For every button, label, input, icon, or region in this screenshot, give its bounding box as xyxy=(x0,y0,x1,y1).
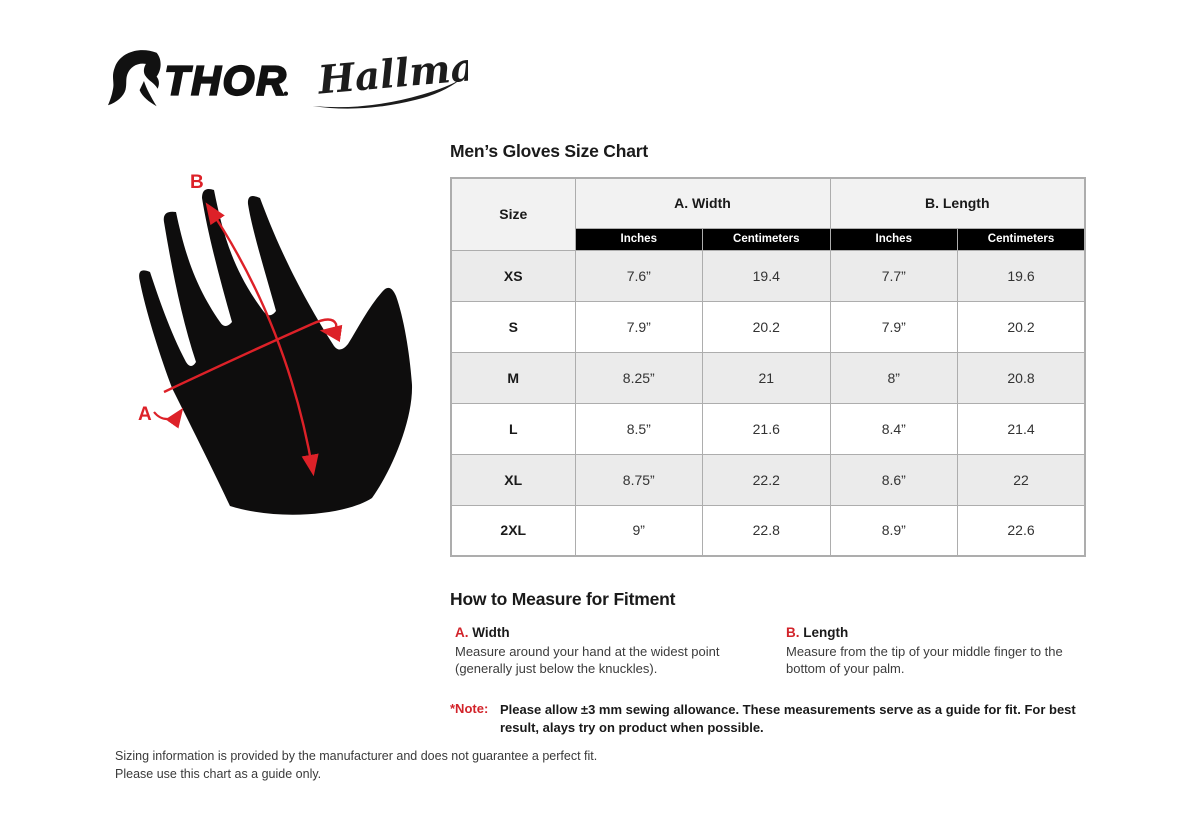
width-centimeters-header: Centimeters xyxy=(702,227,831,251)
hallman-swash xyxy=(312,79,461,109)
length-label-b: B xyxy=(190,172,204,193)
hallman-wordmark: Hallman xyxy=(315,44,468,104)
width-cm-cell: 22.2 xyxy=(702,453,831,506)
length-prefix: B. xyxy=(786,625,800,640)
size-cell: M xyxy=(450,351,576,404)
width-cm-cell: 22.8 xyxy=(702,504,831,557)
length-instructions: B. Length Measure from the tip of your m… xyxy=(786,625,1098,677)
footer-disclaimer: Sizing information is provided by the ma… xyxy=(115,747,597,783)
hallman-logo: Hallman xyxy=(312,44,468,109)
disclaimer-line-2: Please use this chart as a guide only. xyxy=(115,767,322,781)
sizing-note: *Note: Please allow ±3 mm sewing allowan… xyxy=(450,701,1095,737)
table-row-s: S 7.9” 20.2 7.9” 20.2 xyxy=(450,300,1086,353)
length-inches-cell: 7.9” xyxy=(829,300,958,353)
length-cm-cell: 22 xyxy=(957,453,1086,506)
group-header-row: Size A. Width B. Length xyxy=(450,177,1086,251)
length-cm-cell: 20.2 xyxy=(957,300,1086,353)
table-row-l: L 8.5” 21.6 8.4” 21.4 xyxy=(450,402,1086,455)
width-inches-cell: 8.5” xyxy=(574,402,703,455)
length-cm-cell: 20.8 xyxy=(957,351,1086,404)
disclaimer-line-1: Sizing information is provided by the ma… xyxy=(115,749,598,763)
size-cell: XS xyxy=(450,249,576,302)
width-prefix: A. xyxy=(455,625,469,640)
size-chart-table: Size A. Width B. Length Inches Centimete… xyxy=(450,177,1086,557)
width-label-pointer-arrow xyxy=(153,407,184,429)
glove-measurement-figure: B A xyxy=(138,172,413,515)
width-cm-cell: 20.2 xyxy=(702,300,831,353)
width-instructions: A. Width Measure around your hand at the… xyxy=(455,625,767,677)
length-inches-cell: 8.9” xyxy=(829,504,958,557)
table-row-xs: XS 7.6” 19.4 7.7” 19.6 xyxy=(450,249,1086,302)
length-instructions-title: B. Length xyxy=(786,625,1098,640)
length-cm-cell: 22.6 xyxy=(957,504,1086,557)
length-inches-cell: 8.4” xyxy=(829,402,958,455)
table-row-2xl: 2XL 9” 22.8 8.9” 22.6 xyxy=(450,504,1086,557)
size-column-header: Size xyxy=(450,177,576,251)
table-row-m: M 8.25” 21 8” 20.8 xyxy=(450,351,1086,404)
glove-silhouette-image xyxy=(139,189,413,515)
width-label-a: A xyxy=(138,404,152,425)
length-instructions-text: Measure from the tip of your middle fing… xyxy=(786,644,1063,676)
thor-logo: THOR xyxy=(108,50,289,107)
width-inches-cell: 7.9” xyxy=(574,300,703,353)
width-inches-cell: 9” xyxy=(574,504,703,557)
table-row-xl: XL 8.75” 22.2 8.6” 22 xyxy=(450,453,1086,506)
width-measure-arrow xyxy=(163,318,343,394)
length-inches-cell: 7.7” xyxy=(829,249,958,302)
width-cm-cell: 19.4 xyxy=(702,249,831,302)
thor-wordmark: THOR xyxy=(164,58,287,104)
width-group-header: A. Width xyxy=(574,177,831,229)
size-chart-table-container: Size A. Width B. Length Inches Centimete… xyxy=(450,177,1086,557)
note-label: *Note: xyxy=(450,701,489,716)
length-inches-cell: 8” xyxy=(829,351,958,404)
length-centimeters-header: Centimeters xyxy=(957,227,1086,251)
size-cell: S xyxy=(450,300,576,353)
width-title: Width xyxy=(472,625,510,640)
length-cm-cell: 21.4 xyxy=(957,402,1086,455)
length-inches-cell: 8.6” xyxy=(829,453,958,506)
thor-goat-icon xyxy=(108,50,161,107)
width-inches-cell: 8.75” xyxy=(574,453,703,506)
width-inches-header: Inches xyxy=(574,227,703,251)
width-inches-cell: 7.6” xyxy=(574,249,703,302)
length-title: Length xyxy=(803,625,849,640)
size-cell: L xyxy=(450,402,576,455)
width-instructions-title: A. Width xyxy=(455,625,767,640)
length-inches-header: Inches xyxy=(829,227,958,251)
size-cell: XL xyxy=(450,453,576,506)
note-text: Please allow ±3 mm sewing allowance. The… xyxy=(500,702,1076,735)
width-cm-cell: 21 xyxy=(702,351,831,404)
length-measure-arrow xyxy=(205,202,319,477)
length-group-header: B. Length xyxy=(829,177,1086,229)
size-table-body: XS 7.6” 19.4 7.7” 19.6 S 7.9” 20.2 7.9” … xyxy=(450,249,1086,557)
size-cell: 2XL xyxy=(450,504,576,557)
thor-trademark-dot xyxy=(283,91,289,96)
length-cm-cell: 19.6 xyxy=(957,249,1086,302)
brand-logos: THOR Hallman xyxy=(108,44,468,110)
width-inches-cell: 8.25” xyxy=(574,351,703,404)
how-to-measure-heading: How to Measure for Fitment xyxy=(450,589,676,609)
page-title: Men’s Gloves Size Chart xyxy=(450,141,649,161)
width-cm-cell: 21.6 xyxy=(702,402,831,455)
width-instructions-text: Measure around your hand at the widest p… xyxy=(455,644,720,676)
